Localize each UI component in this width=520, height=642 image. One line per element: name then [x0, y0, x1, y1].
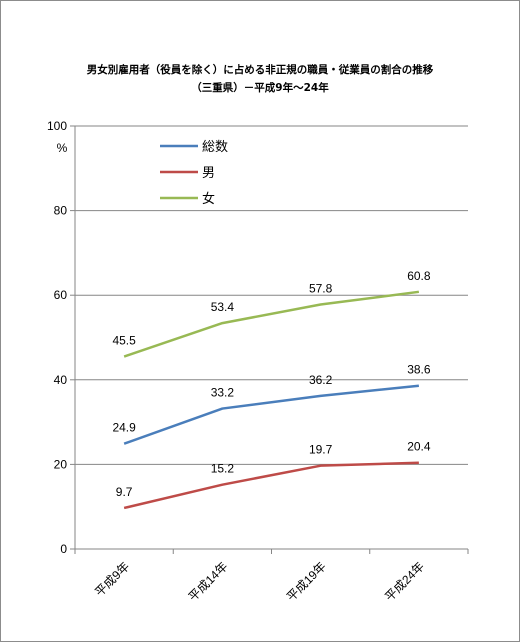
data-label: 36.2 — [309, 373, 333, 387]
x-tick-label: 平成9年 — [92, 559, 132, 599]
series-line — [123, 384, 420, 445]
chart-title-line-1: 男女別雇用者（役員を除く）に占める非正規の職員・従業員の割合の推移 — [86, 64, 434, 76]
chart-title-line-2: （三重県）－平成9年～24年 — [191, 82, 329, 94]
data-label: 60.8 — [407, 269, 431, 283]
data-label: 19.7 — [309, 443, 333, 457]
data-label: 33.2 — [211, 386, 235, 400]
x-tick-label: 平成24年 — [382, 559, 427, 604]
y-tick-label: 40 — [54, 373, 68, 387]
data-label: 15.2 — [211, 462, 235, 476]
gridlines — [75, 125, 468, 465]
data-labels: 24.9 33.2 36.2 38.6 9.7 15.2 19.7 20.4 45.5 53.4 5… — [112, 269, 430, 499]
legend-label: 女 — [202, 191, 215, 206]
y-tick-label: 60 — [54, 288, 68, 302]
y-tick-labels: 0 20 40 60 80 100 — [47, 119, 67, 556]
series-lines — [123, 290, 420, 510]
series-line — [123, 290, 420, 358]
data-label: 24.9 — [112, 421, 136, 435]
data-label: 45.5 — [112, 334, 136, 348]
legend-label: 総数 — [202, 139, 228, 154]
data-label: 53.4 — [211, 300, 235, 314]
x-tick-label: 平成14年 — [186, 559, 231, 604]
x-tick-labels: 平成9年 平成14年 平成19年 平成24年 — [92, 559, 427, 604]
y-axis-unit-label: % — [57, 141, 68, 155]
series-line — [123, 461, 419, 510]
y-tick-label: 80 — [54, 204, 68, 218]
y-tick-label: 100 — [47, 119, 67, 133]
data-label: 38.6 — [407, 363, 431, 377]
x-tick-label: 平成19年 — [284, 559, 329, 604]
y-tick-label: 20 — [54, 457, 68, 471]
data-label: 57.8 — [309, 282, 333, 296]
data-label: 20.4 — [407, 440, 431, 454]
axes — [70, 125, 469, 554]
y-tick-label: 0 — [60, 542, 67, 556]
legend-label: 男 — [202, 165, 215, 180]
data-label: 9.7 — [116, 485, 133, 499]
